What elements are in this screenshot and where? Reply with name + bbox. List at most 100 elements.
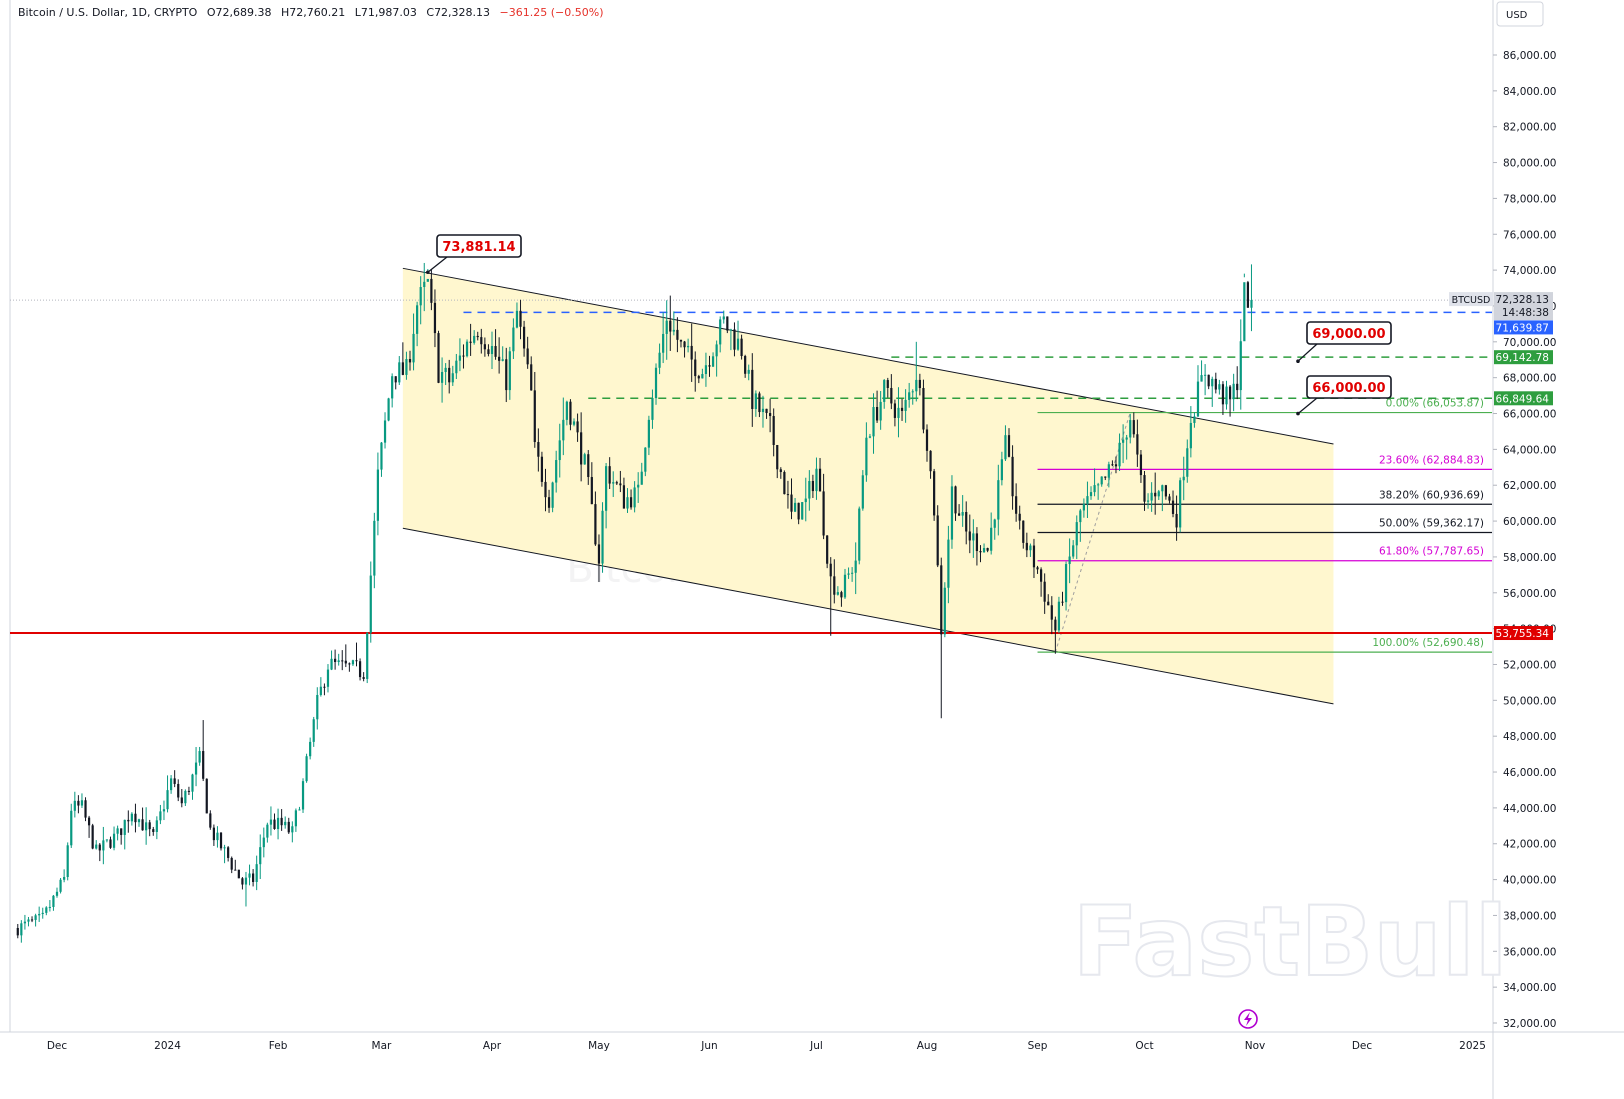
candle-body bbox=[451, 373, 454, 383]
candle-body bbox=[801, 502, 804, 520]
candle-body bbox=[130, 813, 133, 822]
candle-body bbox=[27, 919, 30, 922]
candle-body bbox=[1200, 375, 1203, 382]
candle-body bbox=[654, 367, 658, 399]
candle-body bbox=[744, 356, 747, 374]
candle-body bbox=[20, 923, 23, 936]
candle-body bbox=[740, 338, 743, 357]
fib-level-label: 100.00% (52,690.48) bbox=[1372, 637, 1484, 649]
candle-body bbox=[669, 320, 672, 332]
candle-body bbox=[419, 287, 422, 306]
bar-countdown: 14:48:38 bbox=[1502, 307, 1549, 319]
candle-body bbox=[323, 686, 326, 688]
fib-level-label: 0.00% (66,053.87) bbox=[1386, 398, 1484, 410]
candle-body bbox=[551, 482, 554, 508]
candle-body bbox=[665, 320, 668, 334]
candle-body bbox=[587, 454, 590, 478]
candle-body bbox=[911, 391, 914, 393]
candle-body bbox=[1164, 485, 1167, 497]
candle-body bbox=[205, 778, 208, 814]
callout-high[interactable]: 73,881.14 bbox=[426, 234, 522, 275]
candle-body bbox=[476, 335, 479, 338]
candle-body bbox=[262, 837, 265, 848]
callout-66000[interactable]: 66,000.00 bbox=[1296, 375, 1392, 416]
candle-body bbox=[394, 376, 397, 383]
fib-level-label: 38.20% (60,936.69) bbox=[1379, 489, 1484, 501]
candle-body bbox=[1118, 442, 1121, 467]
candle-body bbox=[733, 329, 736, 350]
callout-anchor-dot bbox=[1296, 359, 1300, 363]
y-tick-label: 78,000.00 bbox=[1503, 193, 1556, 205]
candle-body bbox=[373, 520, 376, 576]
callout-anchor-dot bbox=[1296, 411, 1300, 416]
channel-upper-line[interactable] bbox=[402, 267, 1334, 445]
candle-body bbox=[1114, 464, 1118, 467]
candle-body bbox=[505, 359, 508, 391]
candle-body bbox=[590, 477, 593, 505]
candle-body bbox=[355, 660, 358, 662]
candle-body bbox=[248, 873, 251, 878]
candle-body bbox=[676, 329, 679, 340]
candle-body bbox=[458, 355, 462, 361]
candle-body bbox=[601, 510, 604, 564]
candle-body bbox=[1061, 601, 1064, 603]
candle-body bbox=[266, 824, 269, 838]
candle-body bbox=[558, 440, 561, 461]
candle-body bbox=[241, 878, 244, 885]
candle-body bbox=[697, 376, 700, 379]
lightning-icon[interactable] bbox=[1238, 1009, 1258, 1029]
candle-body bbox=[1047, 601, 1050, 606]
candle-body bbox=[1143, 475, 1146, 502]
y-tick-label: 46,000.00 bbox=[1503, 767, 1556, 779]
candle-body bbox=[1211, 378, 1214, 387]
candle-body bbox=[858, 508, 861, 561]
candle-body bbox=[547, 497, 551, 508]
candle-body bbox=[1236, 383, 1239, 391]
candle-body bbox=[612, 482, 615, 484]
callout-pointer bbox=[1297, 397, 1318, 415]
candle-body bbox=[651, 398, 654, 420]
candle-body bbox=[662, 333, 665, 353]
candle-body bbox=[1011, 456, 1014, 497]
y-tick-label: 50,000.00 bbox=[1503, 695, 1556, 707]
candle-body bbox=[701, 374, 704, 379]
candle-body bbox=[615, 482, 618, 484]
symbol-name[interactable]: Bitcoin / U.S. Dollar, 1D, CRYPTO bbox=[18, 6, 198, 19]
candle-body bbox=[244, 877, 248, 885]
candle-body bbox=[301, 781, 305, 810]
price-axis[interactable]: USD 32,000.00 34,000.00 36,000.00 38,000.00 4… bbox=[1493, 1, 1556, 1030]
time-axis[interactable]: Dec 2024 Feb Mar Apr May Jun Jul Aug Sep Oct Nov Dec… bbox=[47, 1040, 1486, 1052]
candle-body bbox=[679, 339, 683, 342]
candle-body bbox=[1218, 384, 1221, 390]
candle-body bbox=[112, 833, 116, 848]
level-badge-53755 bbox=[1494, 626, 1553, 641]
candle-body bbox=[1139, 454, 1143, 476]
candle-body bbox=[829, 563, 832, 577]
candle-body bbox=[87, 817, 91, 826]
candle-body bbox=[943, 587, 946, 635]
candle-body bbox=[330, 658, 333, 670]
candle-body bbox=[1232, 383, 1235, 400]
channel-lower-line[interactable] bbox=[402, 527, 1334, 705]
candle-body bbox=[1093, 485, 1096, 493]
x-tick-label: Feb bbox=[269, 1040, 288, 1052]
candle-body bbox=[252, 873, 255, 882]
candle-body bbox=[975, 533, 979, 552]
candle-body bbox=[480, 337, 483, 345]
candle-body bbox=[134, 813, 137, 823]
candle-body bbox=[868, 436, 872, 438]
candle-body bbox=[1029, 545, 1032, 551]
candle-body bbox=[455, 360, 458, 374]
last-price-badge bbox=[1494, 292, 1553, 321]
candle-body bbox=[719, 319, 722, 345]
currency-button[interactable] bbox=[1496, 1, 1544, 27]
candle-body bbox=[391, 376, 394, 399]
candle-body bbox=[444, 367, 447, 372]
candle-body bbox=[105, 839, 109, 841]
candle-body bbox=[893, 403, 897, 418]
callout-pointer bbox=[427, 256, 448, 273]
candle-body bbox=[840, 592, 843, 598]
currency-label[interactable]: USD bbox=[1506, 10, 1528, 21]
callout-69000[interactable]: 69,000.00 bbox=[1296, 321, 1392, 363]
